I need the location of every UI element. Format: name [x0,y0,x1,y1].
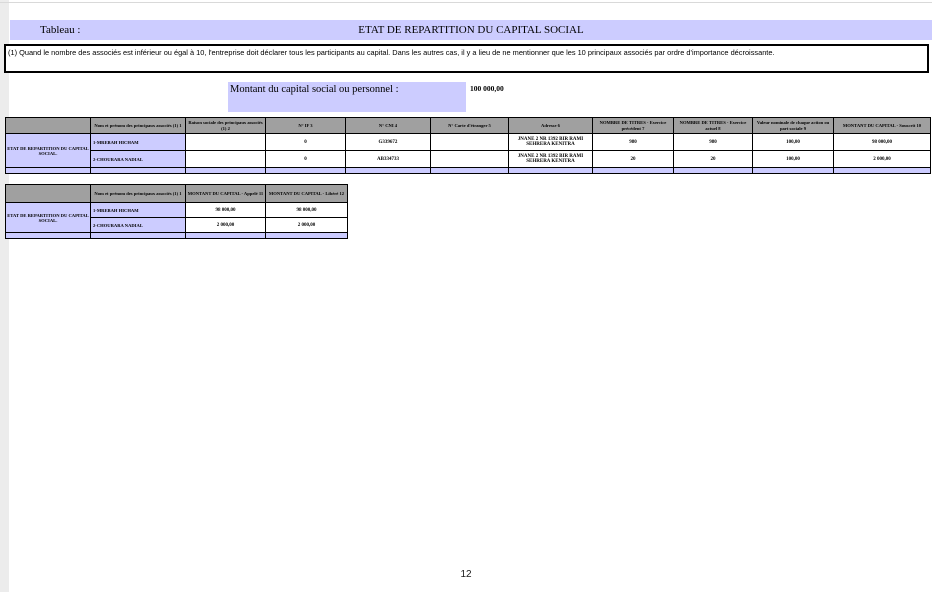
header-raison-sociale: Raison sociale des principaux associés (… [185,117,266,134]
table-row: 2-CHOURARA NADIAL 2 000,00 2 000,00 [6,217,348,233]
spacer-cell [5,232,91,239]
spacer-cell [185,232,266,239]
cell-adresse: JNANE 2 NR 1392 BIR RAMI SEHRERA KENITRA [508,133,593,151]
spacer-cell [673,167,753,174]
table-row: ETAT DE REPARTITION DU CAPITAL SOCIAL. 1… [5,202,348,233]
spacer-cell [90,167,186,174]
header-montant-libere: MONTANT DU CAPITAL - Libéré 12 [265,184,348,203]
capital-value: 100 000,00 [470,84,504,93]
window-left-gutter [0,0,9,592]
spacer-cell [752,167,834,174]
cell-num-if: 0 [265,133,346,151]
table-spacer-row [5,232,348,239]
tableau-label: Tableau : [40,24,81,36]
header-montant-appele: MONTANT DU CAPITAL - Appelé 11 [185,184,266,203]
header-valeur-nominale: Valeur nominale de chaque action ou part… [752,117,834,134]
cell-montant-appele: 98 000,00 [185,202,266,218]
cell-titres-precedent: 980 [592,133,674,151]
cell-valeur-nominale: 100,00 [752,150,834,168]
table-spacer-row [5,167,931,174]
spacer-cell [90,232,186,239]
cell-titres-actuel: 20 [673,150,753,168]
capital-appele-libere-table: Nom et prénom des principaux associés (1… [5,184,348,239]
table-row: ETAT DE REPARTITION DU CAPITAL SOCIAL. 1… [5,133,931,168]
cell-num-cni: G339672 [345,133,431,151]
cell-nom: 1-MREBAH HICHAM [90,133,186,151]
cell-titres-actuel: 980 [673,133,753,151]
cell-titres-precedent: 20 [592,150,674,168]
form-title-bar: Tableau : ETAT DE REPARTITION DU CAPITAL… [10,20,932,40]
header-num-cni: N° CNI 4 [345,117,431,134]
spacer-cell [508,167,593,174]
header-adresse: Adresse 6 [508,117,593,134]
spacer-cell [5,167,91,174]
row-group-label: ETAT DE REPARTITION DU CAPITAL SOCIAL. [5,133,91,168]
header-nom: Nom et prénom des principaux associés (1… [90,184,186,203]
cell-adresse: JNANE 2 NR 1392 BIR RAMI SEHRERA KENITRA [508,150,593,168]
header-titres-actuel: NOMBRE DE TITRES - Exercice actuel 8 [673,117,753,134]
cell-nom: 2-CHOURARA NADIAL [90,217,186,233]
cell-nom: 2-CHOURARA NADIAL [90,150,186,168]
page-number: 12 [460,569,472,580]
note-box: (1) Quand le nombre des associés est inf… [4,44,929,73]
cell-num-if: 0 [265,150,346,168]
cell-montant-libere: 98 000,00 [265,202,348,218]
header-montant-souscrit: MONTANT DU CAPITAL - Souscrit 10 [833,117,931,134]
cell-raison [185,133,266,151]
window-top-divider [0,2,932,3]
cell-montant-souscrit: 2 000,00 [833,150,931,168]
table-header-row: Nom et prénom des principaux associés (1… [5,117,931,134]
header-nom: Nom et prénom des principaux associés (1… [90,117,186,134]
table-header-row: Nom et prénom des principaux associés (1… [5,184,348,203]
header-num-if: N° IF 3 [265,117,346,134]
capital-repartition-table: Nom et prénom des principaux associés (1… [5,117,931,174]
page-title: ETAT DE REPARTITION DU CAPITAL SOCIAL [358,24,584,36]
table-row: 2-CHOURARA NADIAL 0 AB334733 JNANE 2 NR … [6,150,931,168]
header-carte-etranger: N° Carte d'étranger 5 [430,117,509,134]
header-corner-cell [5,184,91,203]
cell-montant-appele: 2 000,00 [185,217,266,233]
cell-num-cni: AB334733 [345,150,431,168]
spacer-cell [345,167,431,174]
cell-raison [185,150,266,168]
cell-nom: 1-MREBAH HICHAM [90,202,186,218]
header-corner-cell [5,117,91,134]
cell-carte-etranger [430,150,509,168]
cell-montant-libere: 2 000,00 [265,217,348,233]
cell-carte-etranger [430,133,509,151]
spacer-cell [833,167,931,174]
spacer-cell [265,167,346,174]
cell-montant-souscrit: 98 000,00 [833,133,931,151]
spacer-cell [185,167,266,174]
row-group-label: ETAT DE REPARTITION DU CAPITAL SOCIAL. [5,202,91,233]
capital-label-field: Montant du capital social ou personnel : [228,82,466,112]
cell-valeur-nominale: 100,00 [752,133,834,151]
spacer-cell [265,232,348,239]
spacer-cell [592,167,674,174]
spacer-cell [430,167,509,174]
header-titres-precedent: NOMBRE DE TITRES - Exercice précédent 7 [592,117,674,134]
